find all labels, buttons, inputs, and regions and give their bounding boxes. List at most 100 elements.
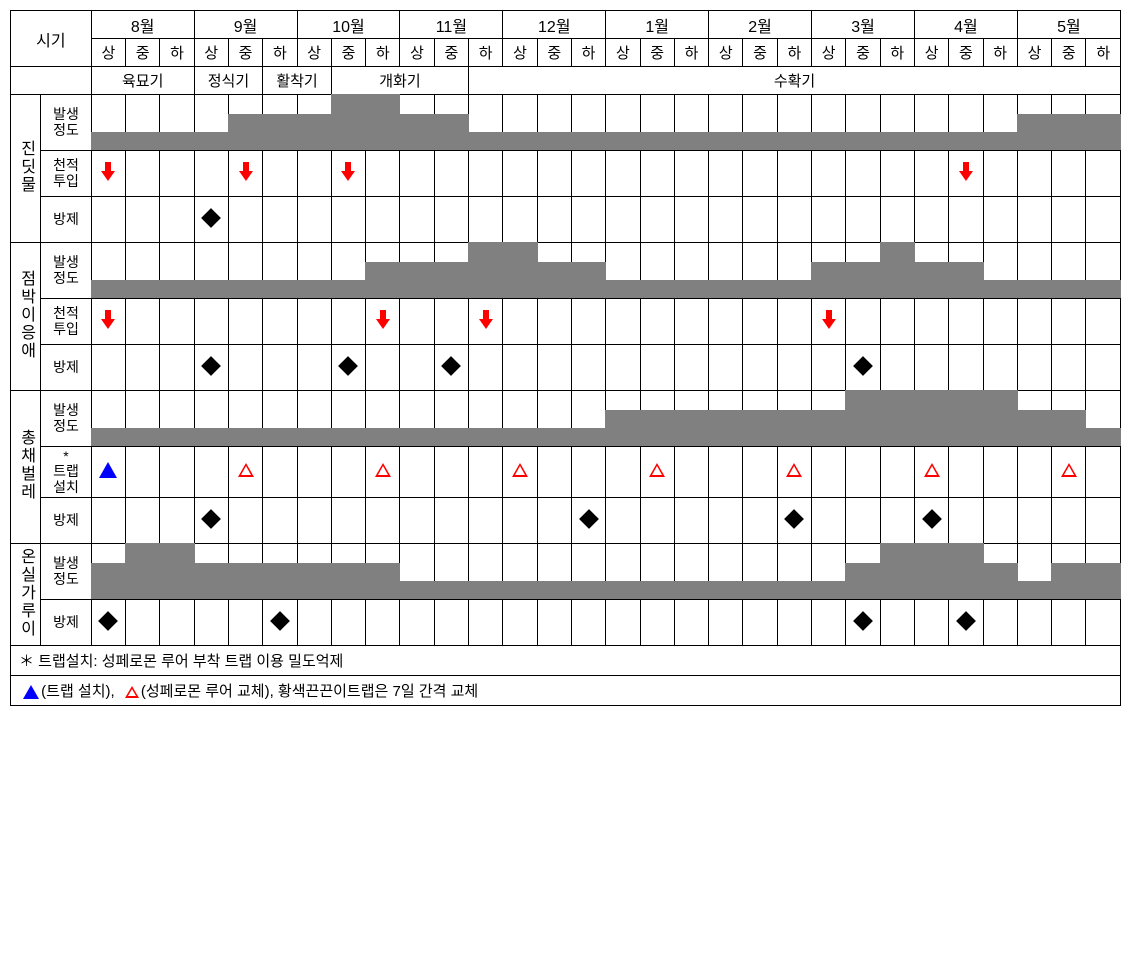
action-cell <box>331 299 365 345</box>
occurrence-bar <box>262 428 297 446</box>
occurrence-cell <box>1052 544 1086 600</box>
subperiod-header: 중 <box>126 39 160 67</box>
action-cell <box>366 600 400 646</box>
occurrence-cell <box>537 391 571 447</box>
occurrence-cell <box>1086 544 1121 600</box>
occurrence-cell <box>709 243 743 299</box>
row-sub-label: 방제 <box>41 600 91 646</box>
occurrence-bar <box>640 132 675 150</box>
action-cell <box>880 345 914 391</box>
occurrence-bar <box>777 581 812 599</box>
row-sub-label: 발생정도 <box>41 95 91 151</box>
black-diamond-icon <box>339 356 359 376</box>
action-cell <box>331 197 365 243</box>
action-cell <box>469 600 503 646</box>
occurrence-cell <box>914 243 948 299</box>
occurrence-bar <box>811 581 846 599</box>
occurrence-cell <box>949 544 983 600</box>
action-cell <box>263 299 297 345</box>
action-cell <box>469 498 503 544</box>
action-cell <box>1017 600 1051 646</box>
action-cell <box>709 151 743 197</box>
occurrence-cell <box>91 243 125 299</box>
action-cell <box>160 197 194 243</box>
occurrence-cell <box>91 544 125 600</box>
occurrence-bar <box>674 581 709 599</box>
occurrence-cell <box>640 243 674 299</box>
black-diamond-icon <box>853 356 873 376</box>
occurrence-cell <box>297 544 331 600</box>
action-cell <box>503 345 537 391</box>
occurrence-bar <box>811 132 846 150</box>
action-cell <box>297 151 331 197</box>
action-cell <box>1017 151 1051 197</box>
occurrence-bar <box>502 132 537 150</box>
occurrence-cell <box>606 544 640 600</box>
action-cell <box>1017 299 1051 345</box>
subperiod-header: 상 <box>914 39 948 67</box>
corner-label: 시기 <box>11 11 92 67</box>
row-sub-label: 방제 <box>41 345 91 391</box>
action-cell <box>331 151 365 197</box>
action-cell <box>1017 345 1051 391</box>
month-header: 9월 <box>194 11 297 39</box>
occurrence-cell <box>1017 95 1051 151</box>
occurrence-bar <box>331 280 366 298</box>
action-cell <box>640 345 674 391</box>
action-cell <box>812 498 846 544</box>
occurrence-bar <box>640 410 675 446</box>
action-cell <box>571 447 605 498</box>
action-cell <box>194 600 228 646</box>
occurrence-cell <box>571 243 605 299</box>
row-sub-label: 발생정도 <box>41 544 91 600</box>
occurrence-bar <box>880 543 915 599</box>
action-cell <box>194 345 228 391</box>
occurrence-bar <box>537 132 572 150</box>
black-diamond-icon <box>98 611 118 631</box>
occurrence-bar <box>708 132 743 150</box>
occurrence-cell <box>914 391 948 447</box>
occurrence-bar <box>674 132 709 150</box>
occurrence-cell <box>949 95 983 151</box>
action-cell <box>914 197 948 243</box>
action-cell <box>194 197 228 243</box>
action-cell <box>949 600 983 646</box>
occurrence-bar <box>434 581 469 599</box>
note-line-2: (트랩 설치), (성페로몬 루어 교체), 황색끈끈이트랩은 7일 간격 교체 <box>11 676 1121 706</box>
action-cell <box>777 498 811 544</box>
occurrence-cell <box>469 544 503 600</box>
occurrence-cell <box>983 391 1017 447</box>
action-cell <box>331 345 365 391</box>
occurrence-bar <box>331 428 366 446</box>
action-cell <box>297 498 331 544</box>
action-cell <box>743 447 777 498</box>
action-cell <box>503 197 537 243</box>
occurrence-bar <box>742 581 777 599</box>
occurrence-cell <box>469 243 503 299</box>
action-cell <box>914 498 948 544</box>
occurrence-bar <box>1085 563 1121 599</box>
subperiod-header: 하 <box>263 39 297 67</box>
action-cell <box>812 197 846 243</box>
occurrence-cell <box>1052 95 1086 151</box>
occurrence-cell <box>263 95 297 151</box>
occurrence-cell <box>674 243 708 299</box>
occurrence-bar <box>742 280 777 298</box>
occurrence-cell <box>400 243 434 299</box>
occurrence-cell <box>160 243 194 299</box>
action-cell <box>91 197 125 243</box>
occurrence-bar <box>125 428 160 446</box>
action-cell <box>674 151 708 197</box>
action-cell <box>674 299 708 345</box>
action-cell <box>91 151 125 197</box>
subperiod-header: 중 <box>743 39 777 67</box>
action-cell <box>709 498 743 544</box>
occurrence-cell <box>366 243 400 299</box>
occurrence-bar <box>399 114 434 150</box>
action-cell <box>91 600 125 646</box>
occurrence-bar <box>777 410 812 446</box>
occurrence-bar <box>502 581 537 599</box>
occurrence-bar <box>297 563 332 599</box>
black-diamond-icon <box>201 356 221 376</box>
occurrence-bar <box>125 280 160 298</box>
